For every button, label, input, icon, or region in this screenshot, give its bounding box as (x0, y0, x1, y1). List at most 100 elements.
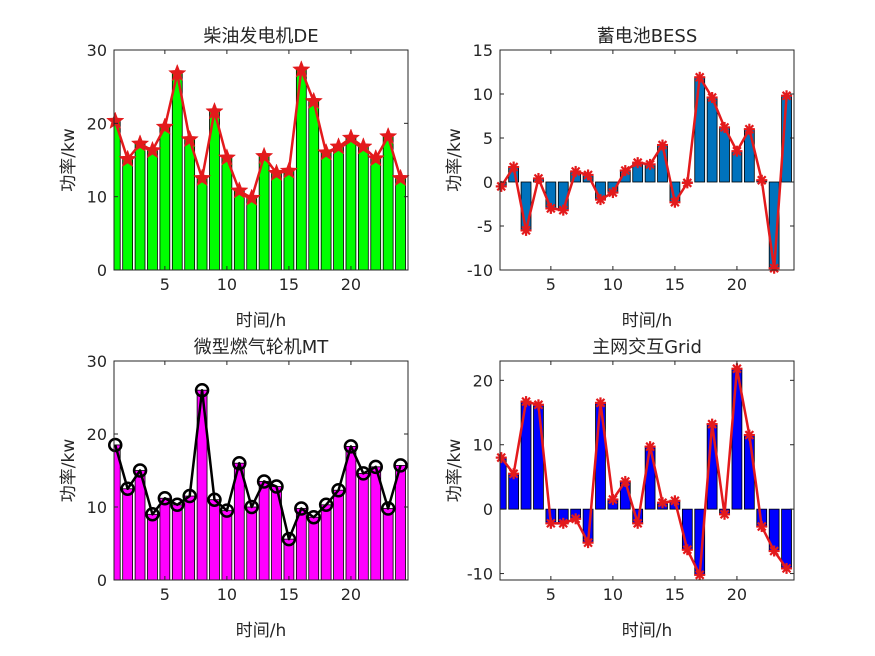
marker-grid-8 (582, 537, 594, 549)
bar-diesel-12 (246, 197, 258, 271)
subplot-battery: 5 10 15 20 -10 -5 0 5 10 15 蓄电池BESS 时间/h 功率/kw (445, 26, 795, 331)
marker-turbine-10 (219, 503, 235, 518)
marker-battery-8 (582, 169, 594, 181)
marker-diesel-20 (341, 128, 361, 146)
marker-diesel-3 (130, 134, 150, 152)
marker-grid-21 (743, 429, 755, 441)
x-tick-label-turbine-10: 10 (217, 585, 237, 604)
y-tick-label-grid-10: 10 (473, 436, 493, 455)
marker-grid-23 (768, 545, 780, 557)
subplot-micro-turbine: 5 10 15 20 0 10 20 30 微型燃气轮机MT 时间/h 功率/kw (59, 337, 409, 641)
bar-diesel-1 (113, 120, 121, 271)
bar-diesel-3 (134, 143, 146, 271)
bar-turbine-1 (113, 444, 121, 581)
axes-frame-diesel (113, 49, 409, 271)
y-tick-label-grid--10: -10 (467, 565, 493, 584)
marker-battery-7 (570, 165, 582, 177)
y-axis-label-diesel: 功率/kw (59, 128, 79, 192)
marker-diesel-9 (205, 101, 224, 120)
marker-diesel-10 (217, 148, 237, 166)
marker-diesel-21 (354, 137, 373, 155)
marker-turbine-24 (393, 458, 408, 473)
y-tick-label-battery--5: -5 (477, 217, 493, 236)
marker-diesel-7 (180, 129, 199, 148)
marker-turbine-20 (343, 439, 359, 454)
bar-diesel-13 (258, 155, 270, 271)
marker-grid-7 (570, 513, 582, 525)
marker-battery-9 (594, 194, 606, 206)
marker-battery-4 (532, 172, 544, 184)
y-tick-label-diesel-30: 30 (87, 41, 107, 60)
y-tick-label-turbine-30: 30 (87, 352, 107, 371)
marker-grid-20 (731, 363, 743, 375)
bar-diesel-20 (345, 137, 357, 271)
x-tick-label-diesel-15: 15 (279, 275, 299, 294)
marker-turbine-22 (368, 459, 383, 475)
bar-turbine-17 (308, 516, 320, 581)
bar-turbine-10 (221, 510, 233, 581)
marker-grid-15 (669, 495, 681, 507)
marker-battery-24 (781, 90, 793, 102)
x-axis-label-turbine: 时间/h (236, 621, 287, 641)
bar-diesel-24 (395, 177, 406, 271)
y-axis-label-turbine: 功率/kw (59, 439, 79, 503)
subplot-grid-exchange: 5 10 15 20 -10 0 10 20 主网交互Grid 时间/h 功率/kw (445, 337, 795, 641)
bar-diesel-19 (333, 146, 344, 271)
bar-diesel-7 (184, 139, 196, 271)
marker-battery-13 (644, 158, 656, 170)
x-axis-label-grid: 时间/h (622, 621, 673, 641)
bar-turbine-5 (159, 497, 171, 581)
x-tick-label-grid-5: 5 (546, 585, 556, 604)
marker-diesel-2 (118, 149, 137, 168)
bar-diesel-5 (159, 126, 171, 271)
y-tick-label-battery-0: 0 (483, 173, 493, 192)
marker-diesel-16 (292, 60, 311, 78)
y-tick-label-battery--10: -10 (467, 261, 493, 280)
marker-turbine-5 (157, 490, 173, 506)
marker-battery-22 (756, 174, 768, 186)
y-tick-label-diesel-10: 10 (87, 188, 107, 207)
y-tick-label-turbine-10: 10 (87, 498, 107, 517)
marker-diesel-1 (106, 111, 125, 129)
marker-battery-11 (619, 165, 631, 177)
marker-grid-4 (532, 399, 544, 411)
marker-turbine-8 (194, 382, 210, 398)
bar-grid-16 (681, 508, 693, 551)
marker-battery-19 (719, 121, 731, 133)
marker-diesel-4 (143, 140, 162, 159)
marker-turbine-14 (269, 479, 284, 494)
bar-diesel-22 (370, 158, 382, 271)
marker-turbine-23 (380, 501, 396, 516)
axes-frame-turbine (113, 360, 409, 581)
marker-battery-20 (731, 145, 743, 157)
y-axis-label-battery: 功率/kw (445, 128, 465, 192)
bar-grid-24 (781, 508, 792, 569)
marker-grid-14 (657, 497, 669, 509)
marker-grid-22 (756, 521, 768, 533)
y-axis-label-grid: 功率/kw (445, 439, 465, 503)
marker-battery-15 (669, 196, 681, 208)
bar-diesel-4 (147, 150, 158, 271)
bar-turbine-7 (184, 495, 196, 581)
bar-turbine-12 (246, 506, 258, 581)
x-tick-label-battery-10: 10 (603, 275, 623, 294)
bar-turbine-20 (345, 446, 357, 581)
x-tick-label-diesel-20: 20 (341, 275, 361, 294)
bar-turbine-2 (122, 488, 134, 581)
bar-battery-17 (694, 76, 706, 183)
x-tick-label-grid-10: 10 (603, 585, 623, 604)
marker-diesel-13 (254, 146, 274, 165)
bar-diesel-11 (233, 190, 245, 271)
x-tick-label-turbine-20: 20 (341, 585, 361, 604)
bar-turbine-24 (395, 464, 406, 581)
marker-turbine-13 (256, 474, 272, 489)
marker-grid-3 (520, 396, 532, 408)
marker-diesel-24 (391, 168, 410, 187)
y-tick-label-battery-5: 5 (483, 129, 493, 148)
marker-grid-6 (557, 517, 569, 529)
marker-turbine-3 (132, 463, 148, 478)
marker-diesel-19 (329, 137, 348, 155)
y-tick-label-diesel-0: 0 (97, 261, 107, 280)
bar-turbine-19 (333, 489, 344, 581)
